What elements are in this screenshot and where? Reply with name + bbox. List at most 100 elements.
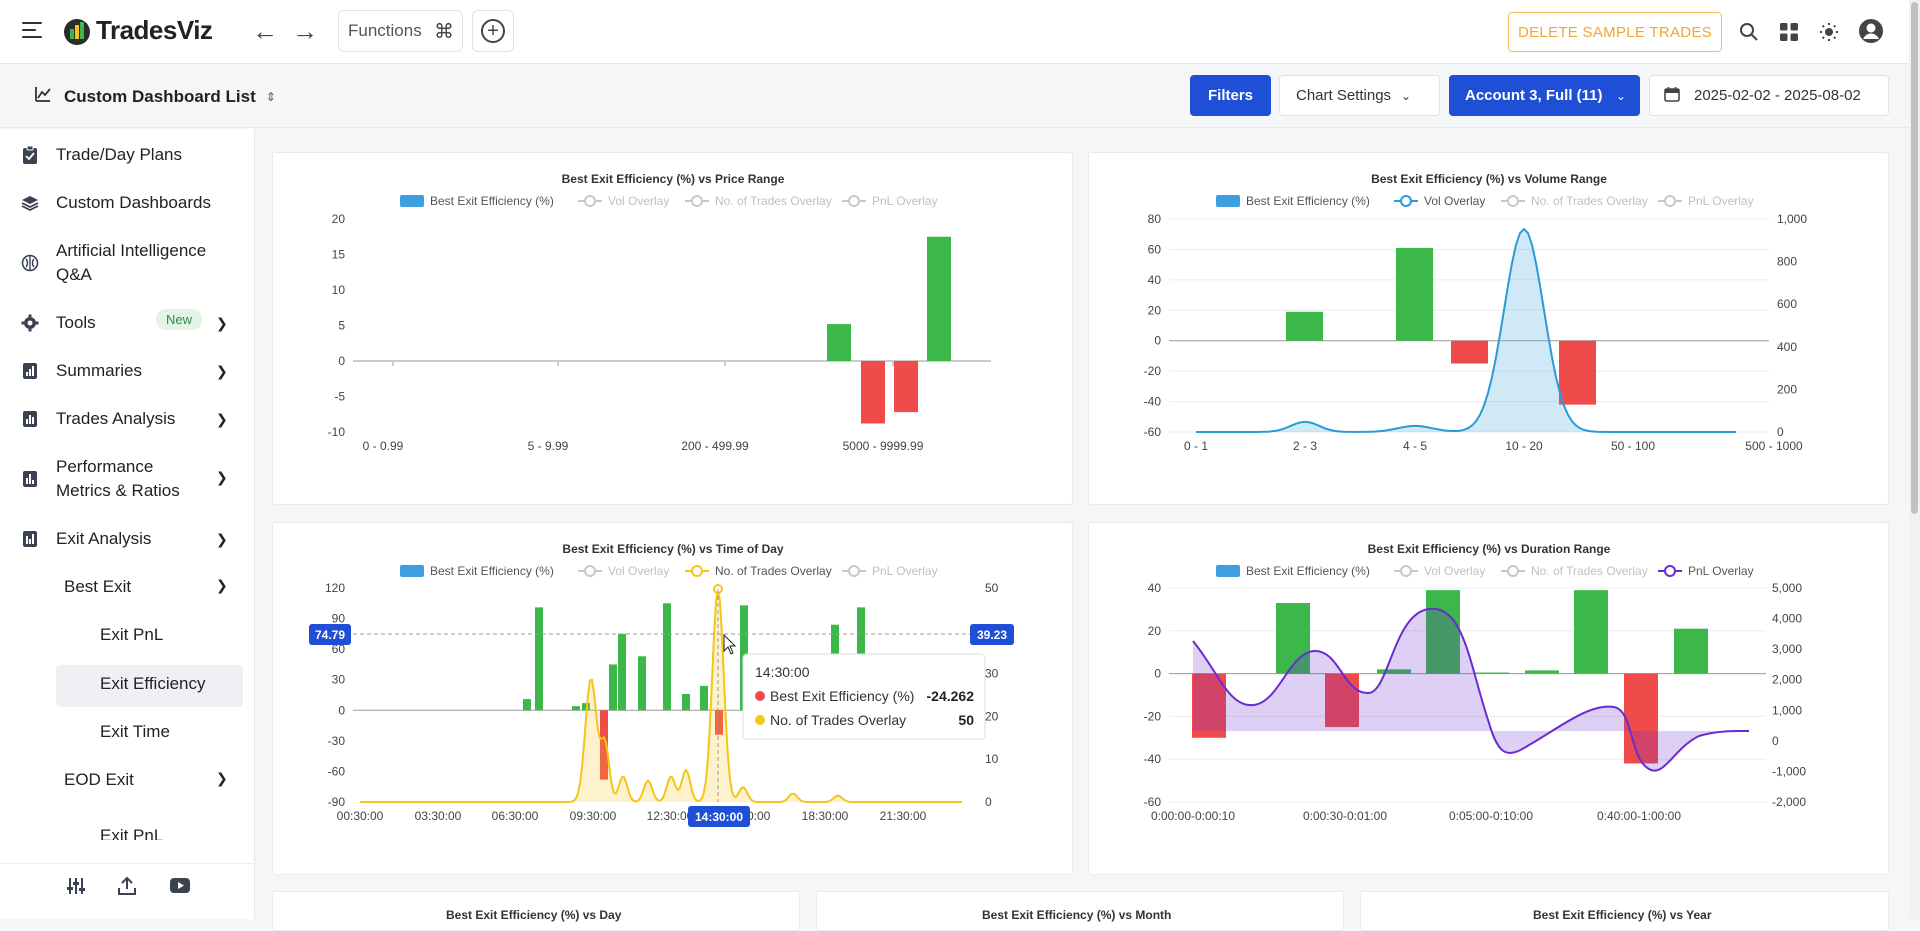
chart-title: Best Exit Efficiency (%) vs Time of Day: [562, 542, 784, 556]
bar: [1475, 672, 1509, 674]
y-right-tick-label: 5,000: [1772, 581, 1802, 595]
y-tick-label: 40: [1148, 581, 1162, 595]
chart-card-price-range: Best Exit Efficiency (%) vs Price Range B…: [272, 152, 1073, 505]
chevron-down-icon[interactable]: ❯: [216, 577, 228, 593]
y-right-tick-label: 800: [1777, 255, 1797, 269]
command-icon: ⌘: [434, 21, 454, 43]
chart-card-volume-range: Best Exit Efficiency (%) vs Volume Range…: [1088, 152, 1889, 505]
legend-label: No. of Trades Overlay: [1531, 564, 1648, 578]
sidebar-item-exit-analysis[interactable]: Exit Analysis ❯: [0, 527, 255, 551]
y-tick-label: 60: [1148, 242, 1162, 256]
scrollbar-thumb[interactable]: [1911, 2, 1918, 514]
crosshair-y-right-badge: [970, 624, 1014, 645]
x-tick-label: 0:40:00-1:00:00: [1597, 809, 1681, 823]
trades-overlay-line: [360, 588, 962, 803]
y-tick-label: 10: [332, 283, 346, 297]
chart-title: Best Exit Efficiency (%) vs Price Range: [562, 172, 785, 186]
upload-icon[interactable]: [117, 876, 137, 901]
functions-button[interactable]: Functions ⌘: [338, 10, 463, 52]
apps-grid-icon[interactable]: [1777, 20, 1801, 44]
custom-dashboard-list-selector[interactable]: Custom Dashboard List ⇕: [34, 85, 276, 108]
bar: [1525, 670, 1559, 674]
sidebar-item-trades-analysis[interactable]: Trades Analysis ❯: [0, 407, 255, 431]
layers-icon: [20, 193, 40, 213]
y-right-tick-label: 200: [1777, 382, 1797, 396]
sidebar-item-performance-metrics[interactable]: Performance Metrics & Ratios ❯: [0, 455, 255, 503]
bar: [1674, 628, 1708, 674]
user-avatar-icon[interactable]: [1858, 18, 1884, 44]
sidebar-item-best-exit[interactable]: Best Exit: [64, 577, 132, 596]
legend-label: Vol Overlay: [608, 564, 669, 578]
sidebar-item-eod-exit-pnl[interactable]: Exit PnL: [100, 826, 164, 840]
forward-arrow-icon[interactable]: →: [292, 16, 318, 46]
y-right-tick-label: 0: [1777, 425, 1784, 439]
sidebar-item-eod-exit[interactable]: EOD Exit: [64, 770, 134, 789]
x-tick-label: 5 - 9.99: [528, 439, 569, 453]
crosshair-y-left-badge: [309, 624, 351, 645]
back-arrow-icon[interactable]: ←: [252, 16, 278, 46]
bar: [535, 607, 543, 711]
sidebar-item-exit-pnl[interactable]: Exit PnL: [100, 625, 164, 644]
logo[interactable]: TradesViz: [63, 15, 213, 46]
menu-icon[interactable]: [22, 22, 42, 42]
plus-icon: +: [481, 19, 505, 43]
sidebar-item-trade-day-plans[interactable]: Trade/Day Plans: [0, 143, 255, 167]
y-tick-label: -60: [1144, 795, 1162, 809]
legend-label: PnL Overlay: [872, 564, 938, 578]
legend-swatch: [1400, 565, 1412, 577]
sliders-icon[interactable]: [66, 877, 86, 900]
bar: [894, 361, 918, 413]
y-tick-label: 0: [338, 703, 345, 717]
sidebar-item-tools[interactable]: Tools New ❯: [0, 309, 255, 335]
sidebar-item-label: Artificial Intelligence Q&A: [56, 241, 207, 284]
dashboard-list-label: Custom Dashboard List: [64, 86, 256, 106]
legend-swatch: [691, 195, 703, 207]
y-tick-label: 20: [1148, 624, 1162, 638]
new-badge: New: [156, 309, 203, 330]
sidebar-item-label: Exit Analysis: [56, 529, 152, 548]
legend-swatch: [1400, 195, 1412, 207]
youtube-icon[interactable]: [170, 878, 190, 898]
chevron-down-icon[interactable]: ❯: [216, 770, 228, 786]
sidebar-item-exit-efficiency[interactable]: Exit Efficiency: [100, 674, 206, 693]
sidebar-item-exit-time[interactable]: Exit Time: [100, 722, 170, 741]
active-item-highlight: [56, 665, 243, 707]
legend-label: PnL Overlay: [1688, 564, 1754, 578]
x-tick-label: 12:30:00: [647, 809, 694, 823]
y-tick-label: 0: [1154, 334, 1161, 348]
bar: [663, 603, 671, 711]
scrollbar-track[interactable]: [1909, 0, 1920, 919]
y-right-tick-label: 20: [985, 709, 999, 723]
account-label: Account 3, Full (11): [1465, 87, 1603, 104]
x-tick-label: 09:30:00: [570, 809, 617, 823]
sidebar-item-custom-dashboards[interactable]: Custom Dashboards: [0, 191, 255, 215]
sidebar-item-ai-qa[interactable]: Artificial Intelligence Q&A: [0, 239, 255, 287]
chart-title: Best Exit Efficiency (%) vs Month: [982, 908, 1172, 922]
theme-toggle-icon[interactable]: [1817, 20, 1841, 44]
chart-settings-button[interactable]: Chart Settings ⌄: [1279, 75, 1440, 116]
crosshair-x-badge: [688, 806, 750, 827]
filters-button[interactable]: Filters: [1190, 75, 1271, 116]
mouse-cursor-icon: [723, 633, 737, 655]
legend-label: PnL Overlay: [1688, 194, 1754, 208]
add-button[interactable]: +: [472, 10, 514, 52]
sidebar-item-summaries[interactable]: Summaries ❯: [0, 359, 255, 383]
legend-swatch: [691, 565, 703, 577]
account-selector[interactable]: Account 3, Full (11) ⌄: [1449, 75, 1640, 116]
date-range-picker[interactable]: 2025-02-02 - 2025-08-02: [1649, 75, 1889, 116]
x-tick-label: 0 - 1: [1184, 439, 1208, 453]
tooltip-value: -24.262: [927, 688, 975, 704]
chart-title: Best Exit Efficiency (%) vs Duration Ran…: [1368, 542, 1611, 556]
delete-sample-trades-button[interactable]: DELETE SAMPLE TRADES: [1508, 12, 1722, 52]
tooltip-dot: [755, 691, 765, 701]
y-tick-label: -30: [328, 734, 346, 748]
y-tick-label: 60: [332, 642, 346, 656]
legend-label: Vol Overlay: [1424, 194, 1485, 208]
tooltip-label: No. of Trades Overlay: [770, 712, 906, 728]
gear-icon: [20, 313, 40, 333]
brain-icon: [20, 253, 40, 273]
search-icon[interactable]: [1737, 20, 1761, 44]
bar: [1192, 673, 1226, 738]
y-right-tick-label: 10: [985, 752, 999, 766]
sidebar-item-label: Performance Metrics & Ratios: [56, 457, 180, 500]
